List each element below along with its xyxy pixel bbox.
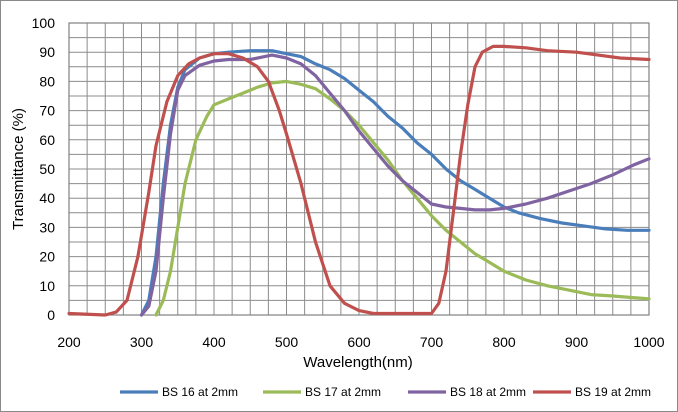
y-tick-label: 40 [39, 190, 55, 206]
x-axis-label: Wavelength(nm) [303, 354, 412, 371]
legend-label-2: BS 17 at 2mm [305, 385, 381, 399]
x-tick-label: 700 [420, 334, 444, 350]
y-tick-label: 30 [39, 219, 55, 235]
x-tick-label: 900 [565, 334, 589, 350]
x-tick-label: 200 [57, 334, 81, 350]
y-tick-label: 90 [39, 44, 55, 60]
y-tick-label: 50 [39, 161, 55, 177]
x-tick-label: 1000 [633, 334, 664, 350]
x-axis-ticks: 200 300 400 500 600 700 800 900 1000 [57, 334, 664, 350]
legend-label-3: BS 18 at 2mm [450, 385, 526, 399]
y-tick-label: 70 [39, 103, 55, 119]
y-tick-label: 0 [47, 307, 55, 323]
y-tick-label: 80 [39, 73, 55, 89]
y-tick-label: 10 [39, 278, 55, 294]
legend: BS 16 at 2mm BS 17 at 2mm BS 18 at 2mm BS 1… [120, 385, 651, 399]
plot-area-border [68, 22, 650, 316]
series-line-1 [139, 49, 651, 317]
x-tick-label: 800 [492, 334, 516, 350]
x-tick-label: 500 [275, 334, 299, 350]
y-tick-label: 20 [39, 249, 55, 265]
legend-label-4: BS 19 at 2mm [575, 385, 651, 399]
y-axis-ticks: 0 10 20 30 40 50 60 70 80 90 100 [32, 15, 56, 323]
series-line-2 [154, 79, 651, 317]
y-tick-label: 100 [32, 15, 56, 31]
series-layer [67, 44, 651, 317]
series-line-3 [139, 53, 651, 317]
plot-grid [68, 22, 650, 316]
x-tick-label: 400 [202, 334, 226, 350]
series-line-4 [67, 44, 651, 317]
y-tick-label: 60 [39, 132, 55, 148]
x-tick-label: 600 [347, 334, 371, 350]
y-axis-label: Transmittance (%) [10, 108, 27, 230]
legend-label-1: BS 16 at 2mm [162, 385, 238, 399]
x-tick-label: 300 [130, 334, 154, 350]
